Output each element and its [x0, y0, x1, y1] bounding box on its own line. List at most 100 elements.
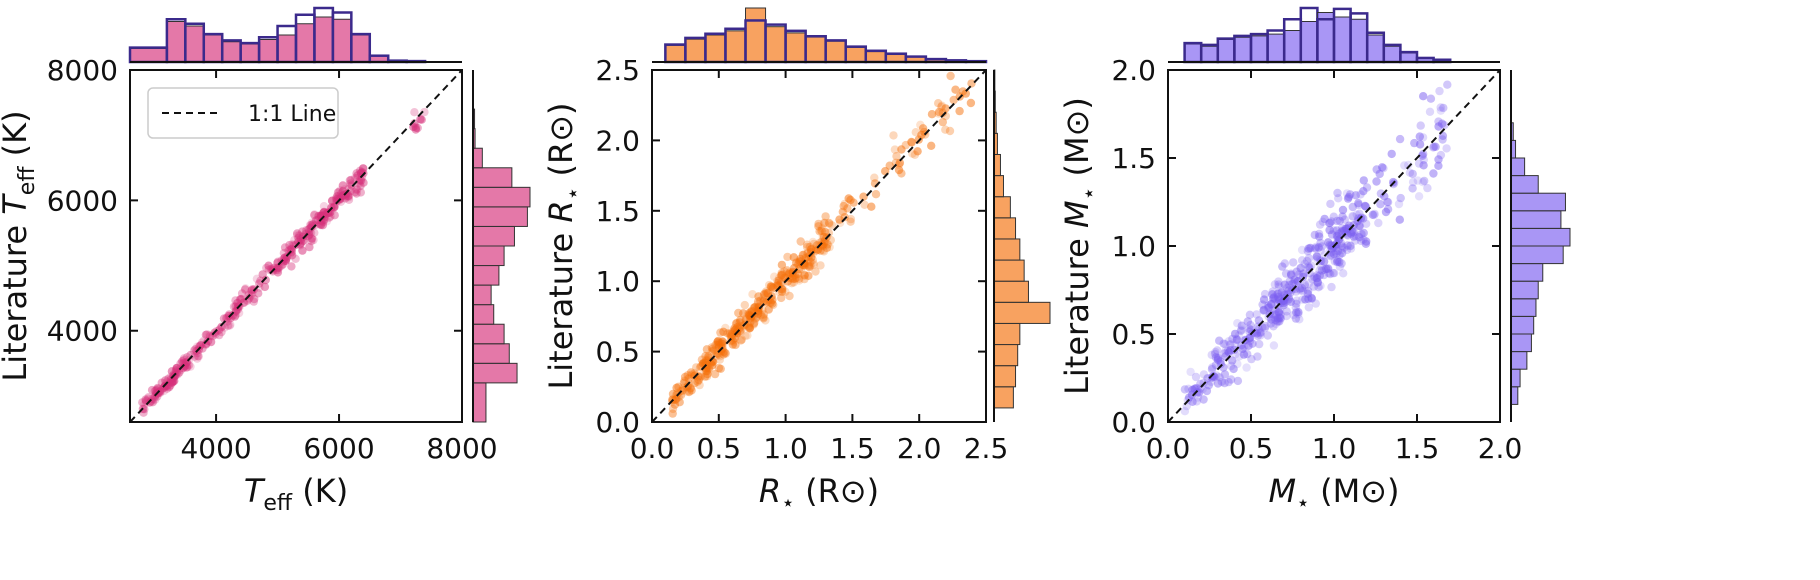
scatter-point: [684, 374, 693, 383]
scatter-point: [1314, 243, 1323, 252]
x-axis-label: R⋆ (R⊙): [759, 472, 879, 516]
scatter-point: [807, 247, 816, 257]
scatter-point: [1420, 176, 1429, 186]
scatter-point: [273, 258, 282, 268]
scatter-point: [273, 263, 283, 273]
scatter-point: [1273, 315, 1283, 324]
y-hist-bar: [1510, 175, 1539, 194]
scatter-point: [169, 377, 178, 386]
scatter-point: [682, 383, 692, 392]
scatter-point: [318, 211, 327, 220]
scatter-point: [241, 284, 250, 293]
scatter-point: [934, 107, 944, 117]
scatter-point: [710, 369, 720, 379]
scatter-point: [1186, 367, 1195, 377]
scatter-point: [1443, 80, 1452, 89]
scatter-point: [1408, 177, 1418, 187]
scatter-point: [1215, 373, 1224, 382]
scatter-point: [1423, 183, 1432, 193]
scatter-point: [825, 242, 834, 252]
scatter-point: [1271, 319, 1281, 329]
scatter-point: [1221, 346, 1230, 355]
scatter-point: [820, 227, 830, 237]
scatter-point: [1269, 293, 1279, 302]
scatter-point: [264, 261, 273, 270]
scatter-point: [1238, 344, 1247, 354]
scatter-point: [1419, 155, 1429, 164]
scatter-point: [1354, 214, 1363, 223]
scatter-point: [330, 211, 339, 220]
scatter-point: [794, 274, 804, 283]
scatter-point: [1230, 345, 1239, 355]
scatter-point: [1237, 326, 1246, 335]
scatter-point: [183, 362, 192, 372]
scatter-point: [344, 195, 354, 204]
scatter-point: [1319, 257, 1329, 266]
scatter-point: [1338, 226, 1347, 236]
scatter-point: [1233, 319, 1242, 328]
scatter-point: [1268, 287, 1277, 296]
scatter-point: [826, 235, 835, 245]
x-hist-bar: [277, 34, 297, 63]
scatter-point: [798, 250, 808, 260]
scatter-point: [1315, 266, 1324, 275]
y-axis-label-subscript: ⋆: [561, 187, 586, 201]
scatter-point: [1220, 370, 1230, 379]
scatter-point: [1253, 352, 1262, 361]
y-hist-bar: [472, 343, 510, 364]
scatter-point: [1233, 359, 1242, 369]
scatter-point: [1294, 308, 1303, 317]
scatter-point: [788, 271, 798, 281]
x-hist-bar: [129, 48, 168, 63]
scatter-point: [749, 303, 759, 312]
scatter-point: [1292, 308, 1301, 317]
x-marginal-histogram: [1168, 6, 1500, 64]
scatter-point: [410, 108, 419, 117]
scatter-point: [1330, 257, 1340, 266]
scatter-point: [195, 342, 204, 351]
scatter-point: [1354, 200, 1363, 210]
scatter-point: [1335, 257, 1344, 267]
y-axis-label-subscript: ⋆: [1077, 187, 1102, 201]
scatter-point: [1329, 269, 1338, 278]
scatter-point: [708, 346, 717, 356]
scatter-point: [1255, 339, 1264, 349]
scatter-point: [1307, 294, 1317, 303]
scatter-point: [1362, 237, 1371, 246]
scatter-point: [344, 192, 353, 202]
scatter-point: [1339, 269, 1348, 278]
legend-box: [147, 87, 339, 139]
scatter-point: [291, 254, 300, 263]
scatter-point: [1323, 264, 1333, 274]
scatter-point: [1437, 119, 1447, 128]
scatter-point: [347, 181, 356, 190]
scatter-point: [1332, 249, 1341, 258]
scatter-point: [1216, 359, 1226, 369]
scatter-point: [1436, 103, 1445, 112]
y-tick-label: 0.0: [595, 406, 640, 439]
scatter-point: [162, 384, 172, 393]
scatter-point: [870, 173, 879, 182]
scatter-point: [319, 202, 329, 211]
scatter-point: [1297, 256, 1307, 265]
scatter-point: [1256, 329, 1265, 338]
x-tick-label: 0.0: [630, 432, 675, 465]
scatter-point: [1376, 189, 1386, 198]
x-hist-bar: [704, 34, 726, 63]
scatter-point: [215, 330, 224, 340]
scatter-point: [1245, 337, 1255, 346]
scatter-point: [149, 395, 158, 404]
scatter-point: [937, 101, 947, 110]
scatter-point: [843, 204, 852, 213]
scatter-point: [1282, 311, 1291, 321]
scatter-point: [685, 387, 694, 396]
scatter-point: [1394, 199, 1404, 209]
scatter-point: [749, 319, 759, 328]
scatter-point: [1361, 202, 1370, 211]
scatter-point: [690, 378, 699, 388]
scatter-point: [356, 181, 365, 191]
plot-frame: [129, 69, 463, 423]
y-hist-bar: [1510, 192, 1566, 212]
scatter-point: [967, 79, 976, 88]
